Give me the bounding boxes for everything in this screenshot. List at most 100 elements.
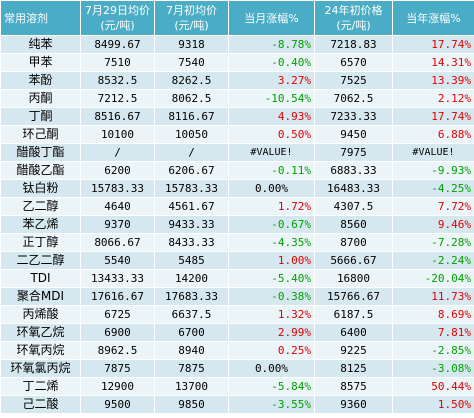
- row-name-cell: 钛白粉: [0, 179, 81, 198]
- row-name-cell: 苯乙烯: [0, 215, 81, 234]
- row-name-cell: 醋酸丁酯: [0, 143, 81, 162]
- price-jul-start-cell: 13700: [154, 377, 229, 396]
- price-2024-start-cell: 9450: [314, 125, 393, 144]
- price-jul-start-cell: 7540: [154, 53, 229, 72]
- row-name-cell: 纯苯: [0, 35, 81, 54]
- price-jul29-cell: 6200: [80, 161, 155, 180]
- price-2024-start-cell: 8560: [314, 215, 393, 234]
- table-row: 环氧氯丙烷 7875 7875 0.00% 8125 -3.08%: [0, 359, 474, 378]
- row-name-cell: 环氧氯丙烷: [0, 359, 81, 378]
- year-change-cell: 14.31%: [392, 53, 474, 72]
- month-change-cell: 0.00%: [228, 179, 315, 198]
- month-change-cell: -0.38%: [228, 287, 315, 306]
- price-jul29-cell: /: [80, 143, 155, 162]
- row-name-cell: TDI: [0, 269, 81, 288]
- month-change-cell: -0.67%: [228, 215, 315, 234]
- price-jul29-cell: 7212.5: [80, 89, 155, 108]
- year-change-cell: -9.93%: [392, 161, 474, 180]
- row-name-cell: 丙烯酸: [0, 305, 81, 324]
- month-change-cell: 1.00%: [228, 251, 315, 270]
- table-row: 甲苯 7510 7540 -0.40% 6570 14.31%: [0, 53, 474, 72]
- price-jul-start-cell: 14200: [154, 269, 229, 288]
- price-jul-start-cell: 8433.33: [154, 233, 229, 252]
- column-header-line1: 24年初价格: [324, 4, 383, 17]
- price-2024-start-cell: 6187.5: [314, 305, 393, 324]
- year-change-cell: 17.74%: [392, 107, 474, 126]
- row-name-cell: 苯酚: [0, 71, 81, 90]
- price-jul29-cell: 8516.67: [80, 107, 155, 126]
- table-row: 聚合MDI 17616.67 17683.33 -0.38% 15766.67 11.73…: [0, 287, 474, 306]
- price-2024-start-cell: 6883.33: [314, 161, 393, 180]
- row-name-cell: 乙二醇: [0, 197, 81, 216]
- year-change-cell: 7.72%: [392, 197, 474, 216]
- month-change-cell: -4.35%: [228, 233, 315, 252]
- table-row: 丁酮 8516.67 8116.67 4.93% 7233.33 17.74%: [0, 107, 474, 126]
- year-change-cell: -7.28%: [392, 233, 474, 252]
- price-2024-start-cell: 9360: [314, 395, 393, 414]
- price-jul-start-cell: 8940: [154, 341, 229, 360]
- price-2024-start-cell: 4307.5: [314, 197, 393, 216]
- year-change-cell: -4.25%: [392, 179, 474, 198]
- column-header-line1: 7月初均价: [166, 4, 217, 17]
- price-jul29-cell: 5540: [80, 251, 155, 270]
- table-row: 二乙二醇 5540 5485 1.00% 5666.67 -2.24%: [0, 251, 474, 270]
- table-row: 钛白粉 15783.33 15783.33 0.00% 16483.33 -4.25%: [0, 179, 474, 198]
- price-2024-start-cell: 7218.83: [314, 35, 393, 54]
- price-jul-start-cell: 6206.67: [154, 161, 229, 180]
- column-header-2: 7月初均价 (元/吨): [154, 0, 229, 36]
- table-row: 苯乙烯 9370 9433.33 -0.67% 8560 9.46%: [0, 215, 474, 234]
- price-jul29-cell: 10100: [80, 125, 155, 144]
- column-header-line1: 当月涨幅%: [244, 11, 299, 25]
- month-change-cell: -0.11%: [228, 161, 315, 180]
- table-row: 环己酮 10100 10050 0.50% 9450 6.88%: [0, 125, 474, 144]
- price-jul-start-cell: 6700: [154, 323, 229, 342]
- month-change-cell: -8.78%: [228, 35, 315, 54]
- price-jul29-cell: 7875: [80, 359, 155, 378]
- table-row: 醋酸丁酯 / / #VALUE! 7975 #VALUE!: [0, 143, 474, 162]
- price-2024-start-cell: 7062.5: [314, 89, 393, 108]
- price-jul-start-cell: /: [154, 143, 229, 162]
- header-row: 常用溶剂 7月29日均价 (元/吨) 7月初均价 (元/吨) 当月涨幅% 24年初价格 (元/…: [0, 0, 474, 36]
- price-jul29-cell: 12900: [80, 377, 155, 396]
- row-name-cell: 丙酮: [0, 89, 81, 108]
- price-jul-start-cell: 9850: [154, 395, 229, 414]
- table-row: 环氧丙烷 8962.5 8940 0.25% 9225 -2.85%: [0, 341, 474, 360]
- month-change-cell: 1.32%: [228, 305, 315, 324]
- price-2024-start-cell: 8575: [314, 377, 393, 396]
- price-2024-start-cell: 6400: [314, 323, 393, 342]
- price-2024-start-cell: 16800: [314, 269, 393, 288]
- column-header-line1: 7月29日均价: [85, 4, 150, 17]
- price-2024-start-cell: 15766.67: [314, 287, 393, 306]
- price-jul-start-cell: 9433.33: [154, 215, 229, 234]
- price-jul29-cell: 4640: [80, 197, 155, 216]
- table-row: 丙烯酸 6725 6637.5 1.32% 6187.5 8.69%: [0, 305, 474, 324]
- price-jul29-cell: 17616.67: [80, 287, 155, 306]
- month-change-cell: -10.54%: [228, 89, 315, 108]
- table-row: 丙酮 7212.5 8062.5 -10.54% 7062.5 2.12%: [0, 89, 474, 108]
- row-name-cell: 环氧丙烷: [0, 341, 81, 360]
- price-jul29-cell: 6900: [80, 323, 155, 342]
- year-change-cell: 1.50%: [392, 395, 474, 414]
- month-change-cell: 3.27%: [228, 71, 315, 90]
- price-jul-start-cell: 5485: [154, 251, 229, 270]
- year-change-cell: 8.69%: [392, 305, 474, 324]
- year-change-cell: 17.74%: [392, 35, 474, 54]
- table-row: 己二酸 9500 9850 -3.55% 9360 1.50%: [0, 395, 474, 414]
- row-name-cell: 聚合MDI: [0, 287, 81, 306]
- row-name-cell: 环己酮: [0, 125, 81, 144]
- table-row: 苯酚 8532.5 8262.5 3.27% 7525 13.39%: [0, 71, 474, 90]
- year-change-cell: 50.44%: [392, 377, 474, 396]
- column-header-line2: (元/吨): [100, 19, 135, 32]
- month-change-cell: -5.40%: [228, 269, 315, 288]
- price-jul29-cell: 6725: [80, 305, 155, 324]
- price-2024-start-cell: 9225: [314, 341, 393, 360]
- price-jul29-cell: 15783.33: [80, 179, 155, 198]
- year-change-cell: -2.85%: [392, 341, 474, 360]
- price-2024-start-cell: 6570: [314, 53, 393, 72]
- price-2024-start-cell: 7233.33: [314, 107, 393, 126]
- price-jul29-cell: 9370: [80, 215, 155, 234]
- price-2024-start-cell: 5666.67: [314, 251, 393, 270]
- price-jul-start-cell: 7875: [154, 359, 229, 378]
- price-jul-start-cell: 10050: [154, 125, 229, 144]
- table-row: 纯苯 8499.67 9318 -8.78% 7218.83 17.74%: [0, 35, 474, 54]
